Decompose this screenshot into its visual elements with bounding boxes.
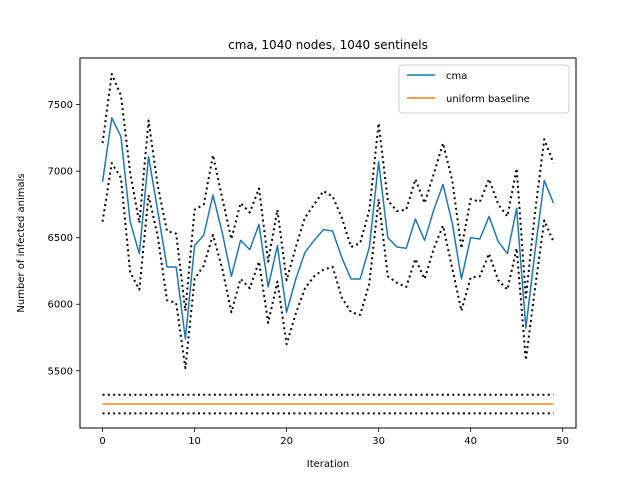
plot-lines — [101, 72, 555, 415]
x-tick-label: 30 — [372, 436, 385, 447]
legend-label-cma: cma — [446, 71, 467, 82]
y-tick-label: 6000 — [48, 300, 73, 311]
legend-label-uniform-baseline: uniform baseline — [446, 94, 530, 105]
legend: cma uniform baseline — [398, 64, 570, 114]
x-tick-label: 10 — [188, 436, 201, 447]
y-tick-label: 6500 — [48, 233, 73, 244]
y-tick-label: 5500 — [48, 366, 73, 377]
chart-title: cma, 1040 nodes, 1040 sentinels — [228, 38, 428, 52]
x-tick-label: 40 — [464, 436, 477, 447]
series-line-cma-lower-bound — [101, 162, 555, 370]
x-tick-label: 20 — [280, 436, 293, 447]
legend-box — [398, 64, 570, 114]
y-tick-label: 7000 — [48, 167, 73, 178]
x-tick-label: 50 — [556, 436, 569, 447]
x-axis-label: Iteration — [307, 459, 349, 470]
y-axis-label: Number of infected animals — [16, 173, 27, 312]
y-tick-label: 7500 — [48, 100, 73, 111]
x-axis: 0 10 20 30 40 50 — [99, 428, 569, 447]
y-axis: 5500 6000 6500 7000 7500 — [48, 100, 80, 377]
plot-frame — [79, 57, 577, 429]
series-line-cma — [101, 117, 555, 340]
x-tick-label: 0 — [99, 436, 105, 447]
